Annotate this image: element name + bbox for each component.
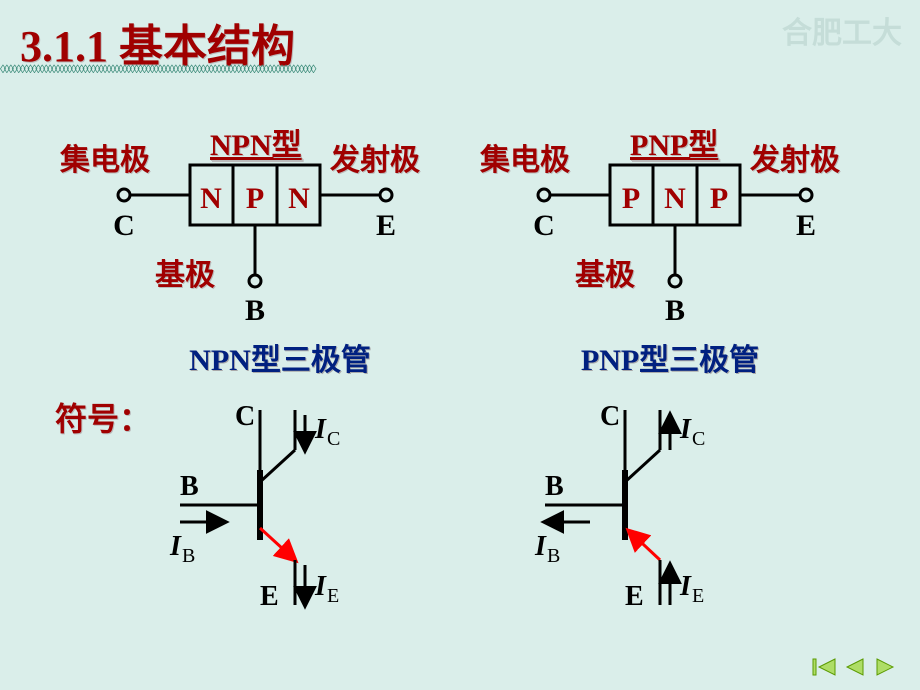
pnp-sym-E: E — [625, 581, 644, 612]
npn-C: C — [113, 209, 135, 242]
pnp-emitter-label: 发射极 — [749, 144, 840, 177]
npn-block-diagram: N P N NPN型 集电极 发射极 基极 C E B — [59, 129, 420, 327]
npn-collector-label: 集电极 — [59, 144, 150, 177]
pnp-B: B — [665, 294, 685, 327]
nav-next-icon — [871, 657, 899, 677]
decorative-divider: ◊◊◊◊◊◊◊◊◊◊◊◊◊◊◊◊◊◊◊◊◊◊◊◊◊◊◊◊◊◊◊◊◊◊◊◊◊◊◊◊… — [0, 62, 430, 76]
nav-prev-button[interactable] — [840, 656, 870, 678]
pnp-region-0: P — [622, 182, 640, 215]
npn-IB-sub: B — [182, 545, 195, 567]
pnp-region-1: N — [664, 182, 686, 215]
pnp-sym-C: C — [600, 401, 620, 432]
npn-subtitle: NPN型三极管 — [189, 344, 371, 377]
pnp-IC: I — [679, 414, 692, 445]
npn-IE-sub: E — [327, 585, 339, 607]
pnp-sym-B: B — [545, 471, 564, 502]
pnp-region-2: P — [710, 182, 728, 215]
nav-prev-icon — [841, 657, 869, 677]
pnp-IB-sub: B — [547, 545, 560, 567]
npn-region-2: N — [288, 182, 310, 215]
watermark: 合肥工大 — [782, 8, 902, 52]
nav-first-button[interactable] — [810, 656, 840, 678]
pnp-E: E — [796, 209, 816, 242]
pnp-type-label: PNP型 — [630, 129, 718, 162]
npn-B: B — [245, 294, 265, 327]
pnp-symbol: C B E I C I B I E — [534, 401, 705, 612]
npn-region-1: P — [246, 182, 264, 215]
npn-region-0: N — [200, 182, 222, 215]
npn-IC: I — [314, 414, 327, 445]
npn-IB: I — [169, 531, 182, 562]
symbols-label: 符号： — [55, 401, 151, 437]
pnp-IC-sub: C — [692, 428, 705, 450]
npn-IC-sub: C — [327, 428, 340, 450]
nav-first-icon — [811, 657, 839, 677]
pnp-subtitle: PNP型三极管 — [581, 344, 759, 377]
npn-IE: I — [314, 571, 327, 602]
pnp-C: C — [533, 209, 555, 242]
nav-controls — [810, 656, 900, 678]
npn-base-label: 基极 — [155, 259, 215, 292]
npn-E: E — [376, 209, 396, 242]
npn-sym-E: E — [260, 581, 279, 612]
nav-next-button[interactable] — [870, 656, 900, 678]
npn-sym-B: B — [180, 471, 199, 502]
pnp-IE: I — [679, 571, 692, 602]
npn-sym-C: C — [235, 401, 255, 432]
diagram-svg: N P N NPN型 集电极 发射极 基极 C E B NPN型三极管 P N … — [0, 80, 920, 640]
pnp-IB: I — [534, 531, 547, 562]
npn-emitter-label: 发射极 — [329, 144, 420, 177]
npn-symbol: C B E I C I B I E — [169, 401, 340, 612]
npn-type-label: NPN型 — [210, 129, 302, 162]
pnp-collector-label: 集电极 — [479, 144, 570, 177]
pnp-block-diagram: P N P PNP型 集电极 发射极 基极 C E B — [479, 129, 840, 327]
pnp-IE-sub: E — [692, 585, 704, 607]
pnp-base-label: 基极 — [575, 259, 635, 292]
